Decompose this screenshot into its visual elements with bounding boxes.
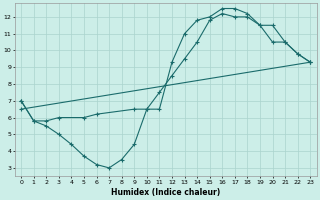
X-axis label: Humidex (Indice chaleur): Humidex (Indice chaleur)	[111, 188, 220, 197]
